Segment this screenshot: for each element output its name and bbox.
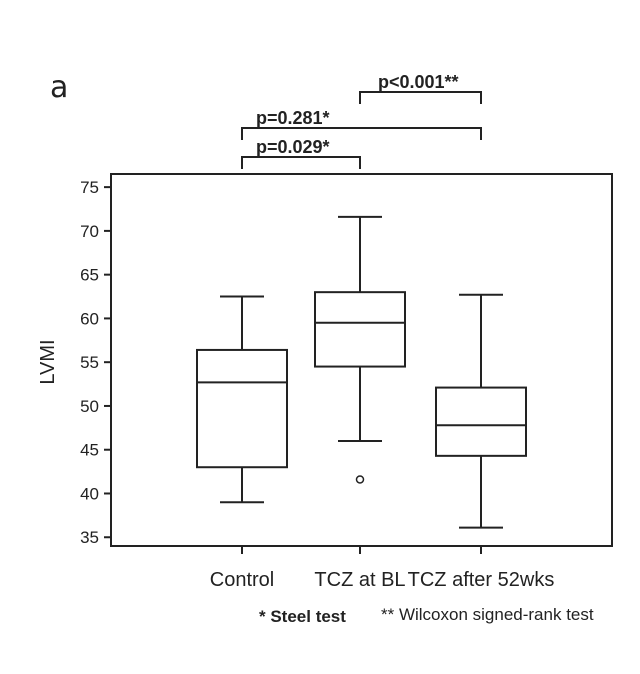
plot-frame [110, 173, 613, 547]
y-tick-label: 65 [80, 266, 99, 285]
iqr-box [435, 386, 527, 457]
bracket-1: p=0.029* [241, 137, 361, 169]
y-tick-label: 35 [80, 528, 99, 547]
x-tick-label: TCZ after 52wks [408, 569, 555, 591]
footnote-wilcoxon: ** Wilcoxon signed-rank test [381, 605, 594, 624]
boxes [196, 215, 527, 529]
box-1 [196, 295, 288, 504]
footnote-steel: * Steel test [259, 607, 346, 626]
bracket-3: p<0.001** [359, 72, 482, 104]
bracket-line [241, 127, 482, 140]
bracket-2: p=0.281* [241, 108, 482, 140]
y-tick-label: 55 [80, 353, 99, 372]
x-tick-label: TCZ at BL [314, 569, 405, 591]
y-tick-label: 60 [80, 309, 99, 328]
p-value-label: p=0.281* [256, 108, 330, 128]
y-tick-label: 70 [80, 222, 99, 241]
bracket-line [241, 156, 361, 169]
bracket-line [359, 91, 482, 104]
y-tick-label: 50 [80, 397, 99, 416]
y-tick-label: 45 [80, 441, 99, 460]
y-axis-label: LVMI [37, 339, 59, 384]
y-tick-label: 40 [80, 484, 99, 503]
outlier-point [355, 475, 365, 484]
box-2 [314, 215, 406, 484]
panel-label: a [50, 70, 68, 105]
iqr-box [314, 291, 406, 368]
y-tick-label: 75 [80, 178, 99, 197]
x-tick-label: Control [210, 569, 274, 591]
iqr-box [196, 348, 288, 469]
p-value-label: p=0.029* [256, 137, 330, 157]
axes: 35 40 45 50 55 60 65 70 75 Control TCZ at BL TCZ af… [80, 173, 613, 591]
box-3 [435, 293, 527, 529]
p-value-label: p<0.001** [378, 72, 459, 92]
significance-brackets: p=0.029* p=0.281* p<0.001** [241, 72, 482, 169]
